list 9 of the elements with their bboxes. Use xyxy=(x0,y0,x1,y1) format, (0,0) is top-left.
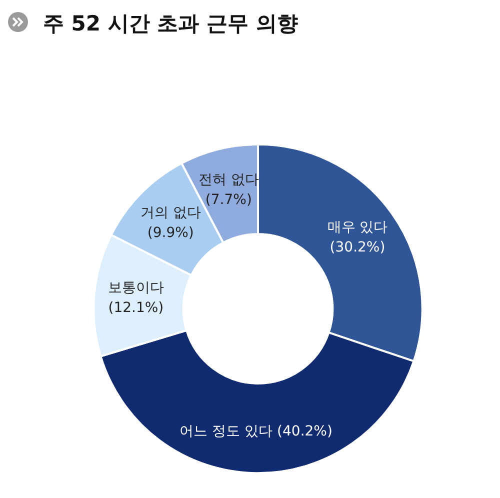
data-label: (30.2%) xyxy=(330,239,386,256)
slice-label: 보통이다 xyxy=(108,280,164,296)
data-label: (9.9%) xyxy=(147,224,194,241)
chart-title: 주 52 시간 초과 근무 의향 xyxy=(43,12,298,36)
data-label: (7.7%) xyxy=(205,192,252,208)
slice-label: 매우 있다 xyxy=(327,219,388,236)
slice-label: 어느 정도 있다 (40.2%) xyxy=(180,423,332,440)
slice-label: 거의 없다 xyxy=(140,204,201,221)
data-label: (12.1%) xyxy=(108,300,164,316)
